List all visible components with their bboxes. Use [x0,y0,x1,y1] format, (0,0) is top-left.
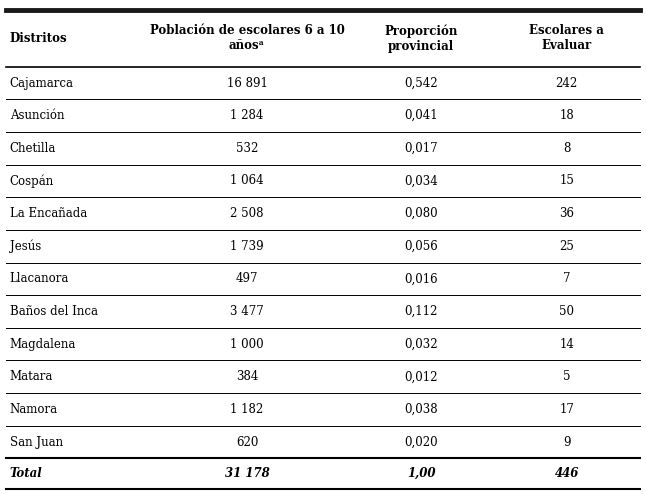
Text: Distritos: Distritos [10,32,67,45]
Text: Proporción
provincial: Proporción provincial [384,24,458,52]
Text: 9: 9 [563,436,570,449]
Text: 36: 36 [559,207,574,220]
Text: 242: 242 [556,77,578,89]
Text: Cajamarca: Cajamarca [10,77,74,89]
Text: Asunción: Asunción [10,109,64,122]
Text: 2 508: 2 508 [230,207,264,220]
Text: 15: 15 [559,174,574,187]
Text: Población de escolares 6 a 10
añosᵃ: Población de escolares 6 a 10 añosᵃ [150,24,344,52]
Text: 620: 620 [236,436,258,449]
Text: 18: 18 [559,109,574,122]
Text: 14: 14 [559,338,574,351]
Text: 1 000: 1 000 [230,338,264,351]
Text: 0,017: 0,017 [404,142,438,155]
Text: 0,032: 0,032 [404,338,438,351]
Text: Llacanora: Llacanora [10,272,69,286]
Text: 0,016: 0,016 [404,272,438,286]
Text: 0,012: 0,012 [404,370,438,383]
Text: 8: 8 [563,142,570,155]
Text: 1 284: 1 284 [231,109,264,122]
Text: 31 178: 31 178 [225,467,269,480]
Text: Escolares a
Evaluar: Escolares a Evaluar [529,24,604,52]
Text: 1,00: 1,00 [407,467,435,480]
Text: San Juan: San Juan [10,436,63,449]
Text: La Encañada: La Encañada [10,207,87,220]
Text: 532: 532 [236,142,258,155]
Text: 384: 384 [236,370,258,383]
Text: 446: 446 [554,467,579,480]
Text: 0,020: 0,020 [404,436,438,449]
Text: Chetilla: Chetilla [10,142,56,155]
Text: Matara: Matara [10,370,53,383]
Text: 5: 5 [563,370,570,383]
Text: 1 739: 1 739 [230,240,264,253]
Text: 3 477: 3 477 [230,305,264,318]
Text: 1 064: 1 064 [230,174,264,187]
Text: 1 182: 1 182 [231,403,264,416]
Text: 0,041: 0,041 [404,109,438,122]
Text: 7: 7 [563,272,570,286]
Text: Magdalena: Magdalena [10,338,76,351]
Text: 0,080: 0,080 [404,207,438,220]
Text: 16 891: 16 891 [227,77,267,89]
Text: 0,056: 0,056 [404,240,438,253]
Text: Cospán: Cospán [10,174,54,188]
Text: 17: 17 [559,403,574,416]
Text: 497: 497 [236,272,258,286]
Text: Baños del Inca: Baños del Inca [10,305,98,318]
Text: 50: 50 [559,305,574,318]
Text: 0,034: 0,034 [404,174,438,187]
Text: Jesús: Jesús [10,240,41,253]
Text: 25: 25 [559,240,574,253]
Text: 0,542: 0,542 [404,77,438,89]
Text: Total: Total [10,467,43,480]
Text: 0,112: 0,112 [404,305,438,318]
Text: Namora: Namora [10,403,57,416]
Text: 0,038: 0,038 [404,403,438,416]
